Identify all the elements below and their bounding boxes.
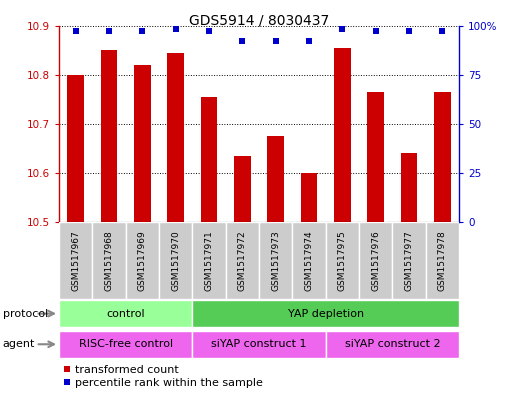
Text: GSM1517978: GSM1517978 <box>438 230 447 291</box>
Text: siYAP construct 2: siYAP construct 2 <box>345 339 440 349</box>
Bar <box>192 331 326 358</box>
Text: GSM1517967: GSM1517967 <box>71 230 80 291</box>
Point <box>405 28 413 35</box>
Text: YAP depletion: YAP depletion <box>288 309 364 319</box>
Text: GSM1517976: GSM1517976 <box>371 230 380 291</box>
Bar <box>292 222 326 299</box>
Text: GSM1517972: GSM1517972 <box>238 230 247 291</box>
Bar <box>192 222 226 299</box>
Text: percentile rank within the sample: percentile rank within the sample <box>75 378 263 388</box>
Bar <box>326 222 359 299</box>
Bar <box>126 222 159 299</box>
Text: GSM1517977: GSM1517977 <box>405 230 413 291</box>
Bar <box>401 153 418 222</box>
Bar <box>192 300 459 327</box>
Text: siYAP construct 1: siYAP construct 1 <box>211 339 307 349</box>
Text: GSM1517971: GSM1517971 <box>205 230 213 291</box>
Text: RISC-free control: RISC-free control <box>78 339 173 349</box>
Bar <box>101 50 117 222</box>
Text: control: control <box>106 309 145 319</box>
Point <box>171 26 180 33</box>
Text: agent: agent <box>3 339 35 349</box>
Text: GSM1517973: GSM1517973 <box>271 230 280 291</box>
Bar <box>167 53 184 222</box>
Bar <box>226 222 259 299</box>
Bar <box>367 92 384 222</box>
Bar <box>59 300 192 327</box>
Bar <box>301 173 318 222</box>
Point <box>205 28 213 35</box>
Bar <box>67 75 84 222</box>
Bar <box>134 65 151 222</box>
Bar <box>326 331 459 358</box>
Point <box>238 38 246 44</box>
Point <box>305 38 313 44</box>
Bar <box>201 97 218 222</box>
Text: GSM1517974: GSM1517974 <box>305 230 313 291</box>
Bar <box>334 48 351 222</box>
Bar <box>59 222 92 299</box>
Bar <box>259 222 292 299</box>
Text: GSM1517969: GSM1517969 <box>138 230 147 291</box>
Point <box>371 28 380 35</box>
Bar <box>359 222 392 299</box>
Text: protocol: protocol <box>3 309 48 319</box>
Bar <box>234 156 251 222</box>
Text: transformed count: transformed count <box>75 365 179 375</box>
Bar <box>159 222 192 299</box>
Text: GSM1517968: GSM1517968 <box>105 230 113 291</box>
Point <box>105 28 113 35</box>
Bar <box>392 222 426 299</box>
Text: GSM1517970: GSM1517970 <box>171 230 180 291</box>
Bar <box>434 92 451 222</box>
Point <box>271 38 280 44</box>
Bar <box>267 136 284 222</box>
Point <box>71 28 80 35</box>
Text: GSM1517975: GSM1517975 <box>338 230 347 291</box>
Bar <box>59 331 192 358</box>
Point <box>138 28 146 35</box>
Point <box>438 28 446 35</box>
Bar <box>92 222 126 299</box>
Text: GDS5914 / 8030437: GDS5914 / 8030437 <box>189 14 329 28</box>
Point <box>338 26 346 33</box>
Bar <box>426 222 459 299</box>
